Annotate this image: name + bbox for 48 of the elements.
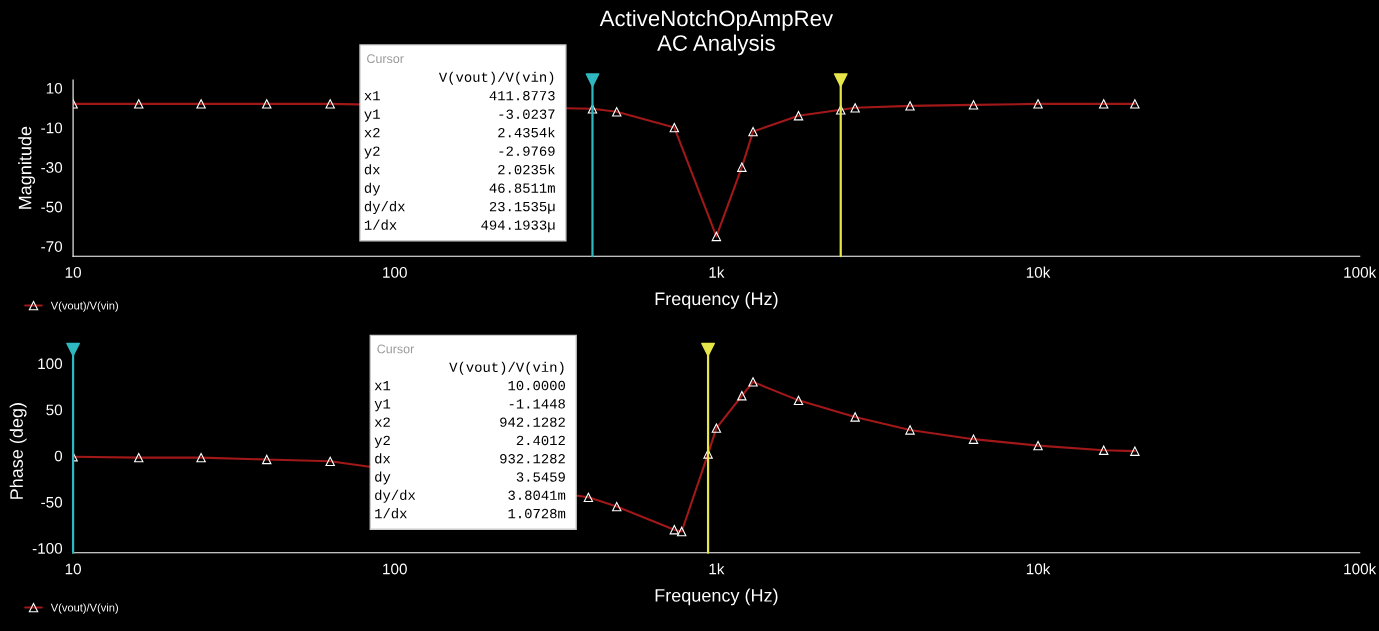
text: x1 10.0000 bbox=[374, 380, 565, 391]
chart-subtitle: AC Analysis bbox=[657, 34, 775, 56]
x-tick-label: 10k bbox=[1026, 563, 1051, 575]
y-axis-title: Phase (deg) bbox=[9, 403, 27, 499]
y-tick-label: 50 bbox=[46, 404, 63, 416]
text: dx 932.1282 bbox=[375, 453, 565, 464]
y-tick-label: -50 bbox=[41, 201, 63, 213]
y-tick-label: -100 bbox=[32, 543, 63, 554]
y-tick-label: 100 bbox=[38, 358, 63, 370]
x-tick-label: 1k bbox=[709, 266, 725, 278]
y-tick-label: -70 bbox=[41, 241, 63, 252]
annotation: V(vout)/V(vin) bbox=[438, 71, 554, 85]
legend-label: V(vout)/V(vin) bbox=[50, 301, 118, 312]
text: x2 942.1282 bbox=[374, 417, 565, 427]
annotation: V(vout)/V(vin) bbox=[449, 361, 564, 375]
text: dy/dx 23.1535µ bbox=[364, 201, 555, 215]
y-tick-label: 0 bbox=[54, 450, 63, 462]
x-tick-label: 100k bbox=[1344, 266, 1377, 278]
x-axis-title: Frequency (Hz) bbox=[655, 291, 778, 309]
y-tick-label: -50 bbox=[41, 496, 63, 508]
text: y1 -3.0237 bbox=[364, 109, 555, 122]
text: 1/dx 494.1933µ bbox=[364, 219, 555, 233]
y-tick-label: -10 bbox=[41, 122, 63, 134]
text: y2 2.4012 bbox=[374, 435, 565, 448]
annotation: Cursor bbox=[377, 344, 415, 354]
x-tick-label: 100k bbox=[1344, 563, 1377, 575]
text: dx 2.0235k bbox=[364, 164, 555, 175]
text: y2 -2.9769 bbox=[364, 146, 555, 159]
text: x2 2.4354k bbox=[364, 127, 555, 138]
x-tick-label: 100 bbox=[383, 267, 407, 278]
text: y1 -1.1448 bbox=[374, 399, 565, 412]
x-tick-label: 10k bbox=[1026, 266, 1051, 278]
y-axis-title: Magnitude bbox=[18, 126, 36, 209]
text: x1 411.8773 bbox=[364, 90, 555, 101]
x-tick-label: 10 bbox=[65, 563, 81, 575]
legend-label: V(vout)/V(vin) bbox=[50, 603, 118, 614]
text: dy 3.5459 bbox=[375, 471, 565, 485]
x-axis-title: Frequency (Hz) bbox=[655, 588, 778, 606]
x-tick-label: 10 bbox=[65, 267, 81, 278]
x-tick-label: 1k bbox=[709, 563, 725, 575]
text: dy/dx 3.8041m bbox=[375, 489, 566, 503]
chart-title: ActiveNotchOpAmpRev bbox=[599, 9, 834, 31]
text: 1/dx 1.0728m bbox=[375, 508, 566, 519]
x-tick-label: 100 bbox=[383, 563, 407, 575]
text: dy 46.8511m bbox=[364, 182, 555, 196]
text: Cursor bbox=[367, 54, 404, 64]
y-tick-label: 10 bbox=[46, 82, 63, 94]
y-tick-label: -30 bbox=[41, 162, 63, 173]
